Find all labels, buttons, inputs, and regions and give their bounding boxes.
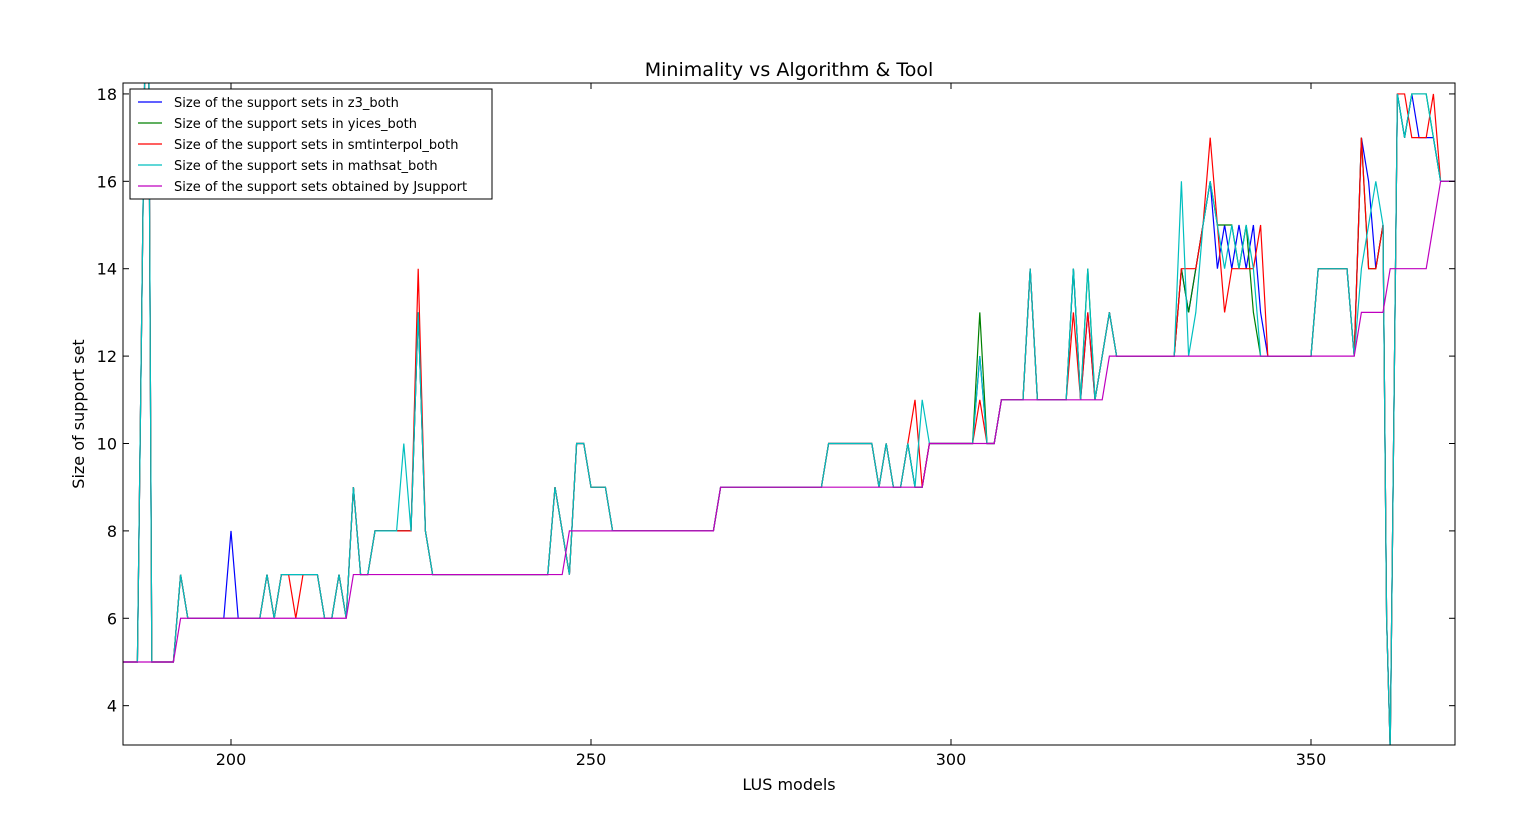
legend-label-3: Size of the support sets in smtinterpol_… [174, 138, 458, 153]
plot-frame [122, 82, 1456, 746]
y-axis-title: Size of support set [69, 339, 88, 488]
y-tick-label: 16 [97, 172, 117, 191]
y-tick-label: 12 [97, 347, 117, 366]
legend-label-2: Size of the support sets in yices_both [174, 117, 417, 132]
legend-label-1: Size of the support sets in z3_both [174, 96, 399, 111]
x-tick-label: 200 [216, 750, 247, 769]
x-tick-label: 300 [936, 750, 967, 769]
legend-box [129, 88, 493, 200]
y-tick-label: 4 [107, 697, 117, 716]
y-tick-label: 18 [97, 85, 117, 104]
y-tick-label: 8 [107, 522, 117, 541]
x-tick-label: 350 [1296, 750, 1327, 769]
series-layer [123, 83, 1455, 745]
y-tick-label: 10 [97, 434, 117, 453]
legend-label-5: Size of the support sets obtained by Jsu… [174, 180, 467, 195]
legend: Size of the support sets in z3_both Size … [129, 88, 493, 200]
y-tick-label: 6 [107, 609, 117, 628]
series-line-5 [123, 180, 1455, 663]
x-tick-label: 250 [576, 750, 607, 769]
legend-label-4: Size of the support sets in mathsat_both [174, 159, 438, 174]
y-tick-label: 14 [97, 260, 117, 279]
ticks-layer: 200 250 300 350 4 6 8 10 12 14 16 18 [97, 83, 1455, 769]
x-axis-title: LUS models [742, 775, 835, 794]
chart-title: Minimality vs Algorithm & Tool [645, 59, 933, 81]
